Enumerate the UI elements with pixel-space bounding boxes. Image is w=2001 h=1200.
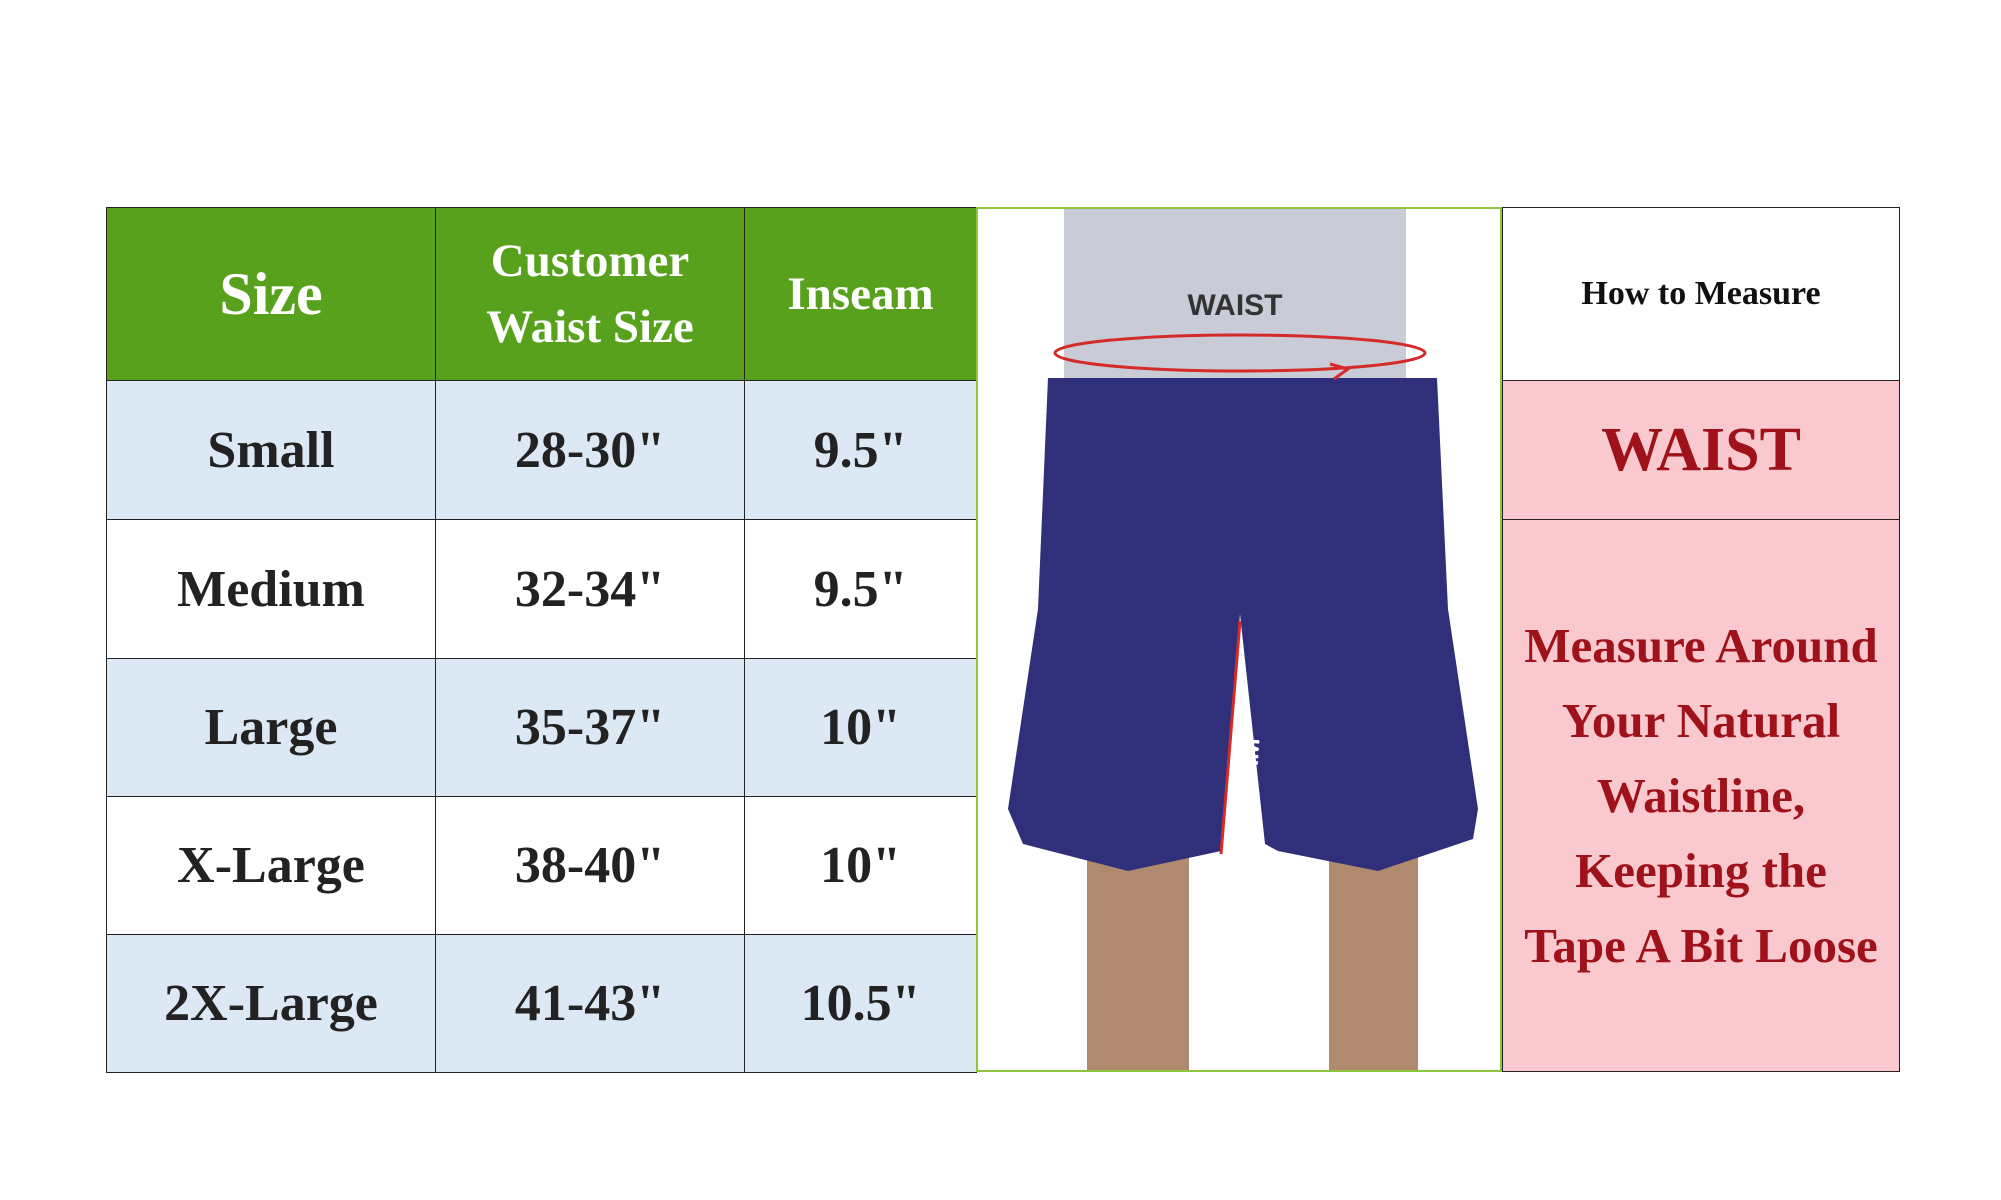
cell-inseam: 9.5" [744, 380, 977, 520]
cell-inseam: 10.5" [744, 934, 977, 1073]
cell-inseam: 9.5" [744, 519, 977, 659]
cell-size: Small [106, 380, 436, 520]
header-size: Size [106, 207, 436, 381]
cell-size: Large [106, 658, 436, 797]
cell-waist: 41-43" [435, 934, 745, 1073]
cell-waist: 35-37" [435, 658, 745, 797]
shorts-photo: WAIST INSEAM [976, 207, 1502, 1072]
cell-size: X-Large [106, 796, 436, 935]
cell-size: Medium [106, 519, 436, 659]
shorts [1008, 378, 1478, 871]
inseam-label: INSEAM [1229, 737, 1266, 840]
cell-waist: 28-30" [435, 380, 745, 520]
inseam-arrow-icon [1219, 620, 1242, 855]
shorts-illustration: WAIST INSEAM [1008, 209, 1478, 1070]
waist-measure-loop [1053, 333, 1427, 373]
shirt [1064, 209, 1406, 381]
cell-inseam: 10" [744, 658, 977, 797]
header-inseam: Inseam [744, 207, 977, 381]
cell-inseam: 10" [744, 796, 977, 935]
how-to-measure-title: How to Measure [1502, 207, 1900, 381]
waist-arrow-icon [1329, 362, 1352, 381]
waist-label: WAIST [1188, 289, 1283, 322]
cell-waist: 38-40" [435, 796, 745, 935]
cell-waist: 32-34" [435, 519, 745, 659]
measure-instruction: Measure Around Your Natural Waistline, K… [1502, 519, 1900, 1072]
cell-size: 2X-Large [106, 934, 436, 1073]
measure-heading: WAIST [1502, 380, 1900, 520]
header-waist: Customer Waist Size [435, 207, 745, 381]
